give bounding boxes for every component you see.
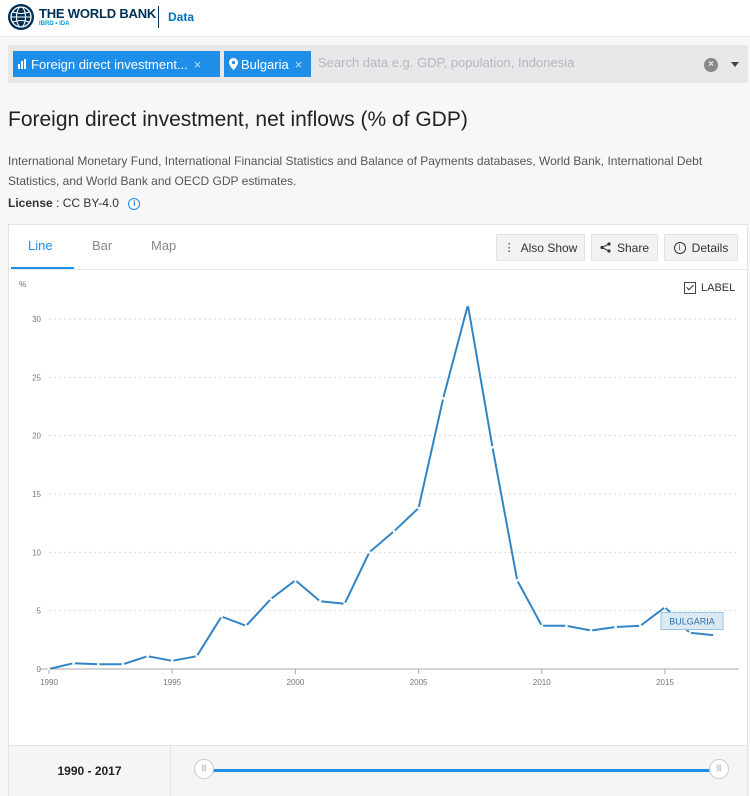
data-point <box>392 530 396 533</box>
also-show-button[interactable]: ⋮ Also Show <box>496 234 585 261</box>
source-note: International Monetary Fund, Internation… <box>8 154 703 188</box>
top-bar: THE WORLD BANK IBRD • IDA Data <box>0 0 750 37</box>
range-end-handle[interactable]: ||| <box>709 759 729 779</box>
data-point <box>121 663 125 666</box>
details-button[interactable]: i Details <box>664 234 738 261</box>
share-label: Share <box>616 240 650 255</box>
bar-chart-icon <box>18 59 26 69</box>
data-point <box>663 605 667 609</box>
license-value: : CC BY-4.0 <box>56 196 119 210</box>
logo-subtitle: IBRD • IDA <box>39 21 70 27</box>
data-point <box>220 615 223 618</box>
remove-indicator-icon[interactable]: × <box>193 56 202 72</box>
data-point <box>269 597 273 601</box>
data-point <box>368 551 371 554</box>
chevron-down-icon[interactable] <box>731 62 739 67</box>
license-label: License <box>8 196 53 210</box>
data-link[interactable]: Data <box>168 10 195 24</box>
remove-country-icon[interactable]: × <box>294 56 303 72</box>
indicator-chip-label: Foreign direct investment... <box>31 56 188 72</box>
data-point <box>589 629 593 632</box>
label-toggle-text: LABEL <box>701 282 736 294</box>
indicator-chip[interactable]: Foreign direct investment... × <box>13 51 220 77</box>
data-point <box>515 579 519 582</box>
x-tick-label: 2005 <box>410 678 428 687</box>
data-point <box>565 624 568 628</box>
data-point <box>712 633 716 637</box>
world-bank-logo[interactable]: THE WORLD BANK IBRD • IDA <box>8 4 156 30</box>
data-point <box>343 602 346 605</box>
search-input[interactable] <box>318 55 688 70</box>
globe-icon <box>8 4 34 30</box>
series-line-bulgaria <box>48 304 715 670</box>
tabs-divider <box>9 269 747 270</box>
data-point <box>417 506 420 510</box>
page-title: Foreign direct investment, net inflows (… <box>8 108 468 131</box>
tab-bar[interactable]: Bar <box>92 238 113 253</box>
y-tick-label: 15 <box>32 490 41 499</box>
info-circle-icon: i <box>673 241 686 254</box>
data-point <box>466 303 470 307</box>
data-point <box>614 625 618 629</box>
data-point <box>441 397 445 400</box>
details-label: Details <box>691 240 729 255</box>
search-bar: Foreign direct investment... × Bulgaria … <box>8 45 748 83</box>
data-point <box>540 624 544 628</box>
header-divider <box>158 6 159 28</box>
series-label-box <box>660 612 724 630</box>
data-point <box>639 624 642 628</box>
tab-map[interactable]: Map <box>151 238 177 253</box>
x-tick-label: 1990 <box>40 678 58 687</box>
data-point <box>195 654 199 658</box>
logo-title: THE WORLD BANK <box>39 6 157 21</box>
data-point <box>491 446 494 449</box>
data-point <box>146 654 149 658</box>
x-tick-label: 2015 <box>656 678 674 687</box>
chart-panel: Line Bar Map ⋮ Also Show Share i Details… <box>8 224 748 796</box>
more-vertical-icon: ⋮ <box>503 242 515 254</box>
share-button[interactable]: Share <box>591 234 658 261</box>
data-point <box>244 624 248 628</box>
data-point <box>688 631 691 635</box>
y-axis-unit-label: % <box>19 280 26 289</box>
share-icon <box>600 242 611 253</box>
data-point <box>318 600 322 603</box>
country-chip[interactable]: Bulgaria × <box>224 51 311 77</box>
license-line: License : CC BY-4.0 i <box>8 196 141 210</box>
series-label: BULGARIA <box>669 617 715 627</box>
location-pin-icon <box>229 58 238 70</box>
checkbox-checked-icon[interactable] <box>684 282 696 294</box>
range-start-handle[interactable]: ||| <box>194 759 214 779</box>
clear-search-icon[interactable]: × <box>704 58 718 72</box>
y-tick-label: 5 <box>37 607 42 616</box>
data-point <box>96 663 100 666</box>
year-range-bar: 1990 - 2017 ||| ||| <box>9 745 747 796</box>
label-toggle[interactable]: LABEL <box>684 282 735 294</box>
x-tick-label: 2000 <box>287 678 305 687</box>
y-tick-label: 25 <box>32 373 41 382</box>
year-range-label: 1990 - 2017 <box>9 746 171 796</box>
country-chip-label: Bulgaria <box>241 56 289 72</box>
y-tick-label: 30 <box>32 315 41 324</box>
tab-line[interactable]: Line <box>28 238 53 253</box>
x-tick-label: 2010 <box>533 678 551 687</box>
y-tick-label: 10 <box>32 548 41 557</box>
active-tab-indicator <box>11 267 74 269</box>
also-show-label: Also Show <box>520 240 578 255</box>
data-point <box>72 661 75 665</box>
year-range-track[interactable] <box>207 769 719 772</box>
data-point <box>47 667 51 671</box>
data-point <box>170 659 174 663</box>
x-tick-label: 1995 <box>163 678 181 687</box>
y-tick-label: 20 <box>32 432 41 441</box>
info-icon[interactable]: i <box>128 198 141 210</box>
data-point <box>294 579 297 582</box>
